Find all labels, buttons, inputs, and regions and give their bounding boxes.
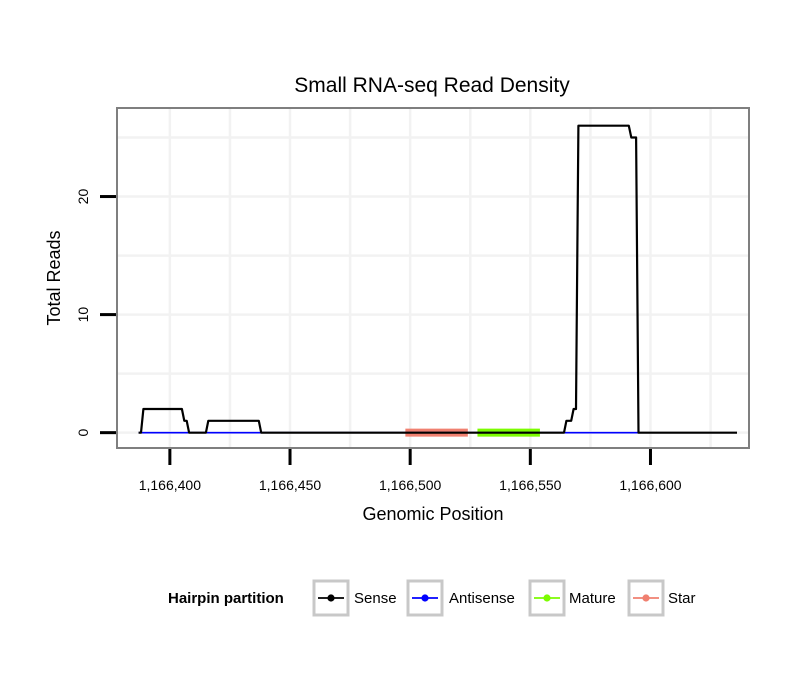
legend-key-dot-star xyxy=(642,594,650,602)
y-tick-label: 20 xyxy=(75,189,91,205)
chart-title: Small RNA-seq Read Density xyxy=(294,74,570,97)
legend-key-box-mature xyxy=(528,579,566,617)
plot-panel xyxy=(117,108,749,448)
legend-label-star: Star xyxy=(668,590,696,607)
x-tick-label: 1,166,400 xyxy=(139,477,201,493)
x-tick-label: 1,166,450 xyxy=(259,477,321,493)
y-axis: 0 10 20 xyxy=(75,189,116,437)
y-axis-label: Total Reads xyxy=(44,230,64,325)
plot-border xyxy=(116,107,750,449)
y-tick-label: 10 xyxy=(75,307,91,323)
x-tick-label: 1,166,550 xyxy=(499,477,561,493)
series-layer xyxy=(138,124,737,437)
series-sense-line xyxy=(138,124,737,434)
legend-title: Hairpin partition xyxy=(168,590,284,607)
legend-label-antisense: Antisense xyxy=(449,590,515,607)
legend-label-mature: Mature xyxy=(569,590,616,607)
x-tick-label: 1,166,500 xyxy=(379,477,441,493)
x-axis: 1,166,400 1,166,450 1,166,500 1,166,550 1,16… xyxy=(139,449,682,493)
x-axis-label: Genomic Position xyxy=(362,504,503,524)
legend-key-dot-mature xyxy=(543,594,551,602)
x-tick-label: 1,166,600 xyxy=(619,477,681,493)
y-tick-label: 0 xyxy=(75,429,91,437)
legend-key-dot-sense xyxy=(327,594,335,602)
legend-key-dot-antisense xyxy=(421,594,429,602)
legend: Hairpin partition Sense Antisense Mature St… xyxy=(168,579,696,617)
legend-label-sense: Sense xyxy=(354,590,397,607)
